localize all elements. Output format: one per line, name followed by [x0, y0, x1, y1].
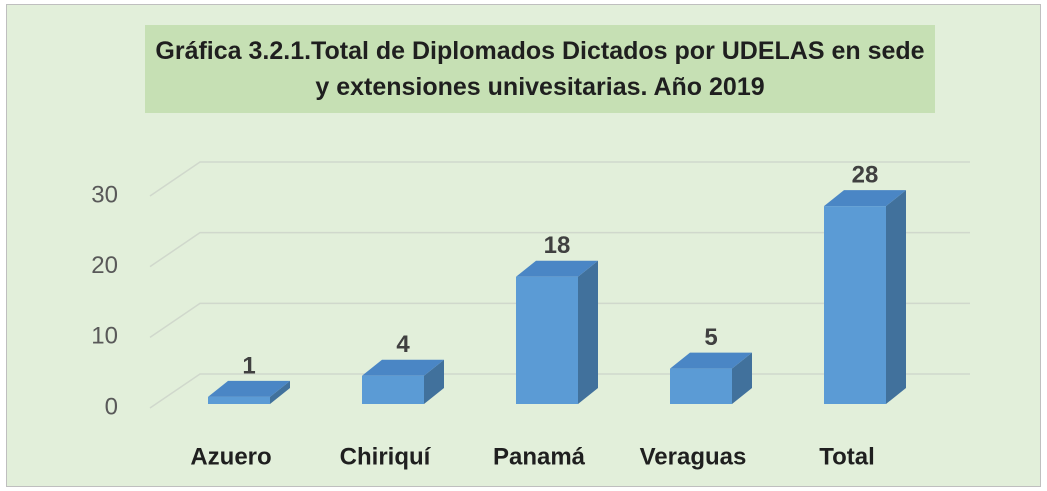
y-tick-label: 0 [105, 393, 118, 420]
x-tick-label: Chiriquí [340, 443, 432, 470]
grid-line [149, 231, 970, 268]
bar [362, 359, 444, 404]
bar [516, 260, 598, 404]
x-tick-label: Panamá [493, 443, 586, 470]
bar-front [824, 206, 886, 404]
bar-front [208, 396, 270, 404]
y-tick-label: 20 [91, 252, 118, 279]
bar-top [362, 359, 444, 376]
grid-line [149, 302, 970, 338]
value-label: 4 [396, 331, 410, 358]
bar-side [732, 352, 752, 404]
bar-side [270, 380, 290, 404]
bar-top [670, 352, 752, 369]
x-tick-label: Azuero [190, 443, 271, 470]
y-tick-label: 30 [91, 181, 118, 208]
value-label: 5 [704, 324, 717, 351]
x-tick-label: Veraguas [640, 443, 747, 470]
value-label: 18 [544, 232, 571, 259]
bar-side [424, 359, 444, 404]
bar-front [362, 375, 424, 404]
x-tick-label: Total [819, 443, 875, 470]
value-label: 1 [242, 352, 255, 379]
bar-front [670, 368, 732, 404]
bar-top [824, 190, 906, 207]
bar-front [516, 276, 578, 404]
grid-line [149, 161, 970, 197]
bar-side [578, 260, 598, 404]
value-label: 28 [852, 161, 879, 188]
bar [824, 190, 906, 404]
bar-side [886, 190, 906, 404]
chart-title: Gráfica 3.2.1.Total de Diplomados Dictad… [145, 25, 935, 113]
bar [670, 352, 752, 404]
bar-top [516, 260, 598, 277]
bar [208, 380, 290, 404]
y-tick-label: 10 [91, 323, 118, 350]
bar-top [208, 380, 290, 397]
